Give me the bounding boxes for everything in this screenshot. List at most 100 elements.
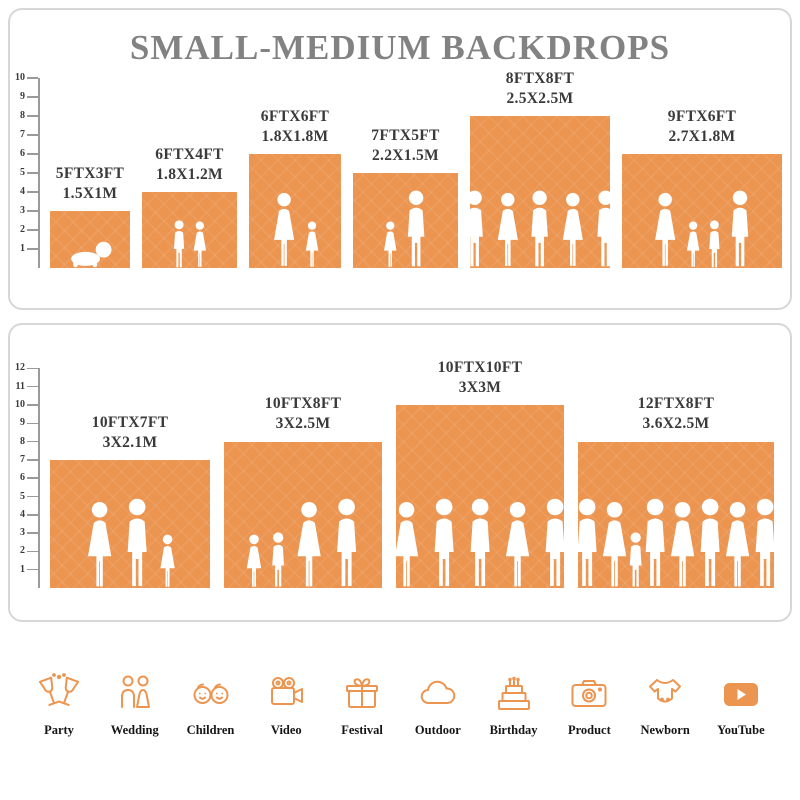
girl-silhouette	[302, 221, 322, 268]
tick-line	[27, 440, 38, 443]
people-silhouettes	[81, 498, 179, 588]
baby-silhouette	[67, 240, 113, 268]
ruler-number: 3	[20, 205, 25, 216]
ruler-tick: 8	[14, 110, 38, 122]
woman-silhouette	[499, 501, 536, 588]
size-m-label: 3.6X2.5M	[642, 415, 710, 433]
man-silhouette	[538, 498, 572, 588]
tick-line	[27, 134, 38, 136]
backdrop-bar	[50, 459, 210, 588]
girl-silhouette	[683, 221, 703, 268]
man-silhouette	[463, 498, 497, 588]
tick-line	[27, 96, 38, 98]
man-silhouette	[748, 498, 782, 588]
tick-line	[27, 172, 38, 174]
people-silhouettes	[570, 498, 782, 588]
tick-line	[27, 477, 38, 479]
ruler-number: 9	[20, 91, 25, 102]
tick-line	[27, 514, 38, 516]
bar-size-label: 9FTX6FT 2.7X1.8M	[668, 107, 736, 147]
bar-size-label: 10FTX7FT 3X2.1M	[92, 413, 168, 453]
ruler-number: 6	[20, 472, 25, 484]
category-label: Birthday	[489, 723, 538, 737]
backdrop-bar	[622, 154, 782, 268]
man-silhouette	[460, 190, 490, 268]
birthday-icon	[492, 672, 536, 716]
ruler-number: 3	[20, 527, 25, 539]
ruler-tick: 11	[14, 381, 38, 393]
category-label: Children	[186, 723, 235, 737]
size-m-label: 2.5X2.5M	[506, 89, 574, 107]
ruler-tick: 10	[14, 399, 38, 411]
size-m-label: 2.2X1.5M	[372, 146, 439, 164]
ruler-number: 1	[20, 563, 25, 575]
bar-size-label: 6FTX6FT 1.8X1.8M	[261, 107, 329, 147]
bar-size-label: 10FTX8FT 3X2.5M	[265, 394, 341, 434]
girl-silhouette	[190, 221, 210, 268]
backdrop-bar	[466, 116, 614, 268]
ruler-tick: 7	[14, 454, 38, 466]
girl-silhouette	[243, 534, 266, 588]
tick-line	[27, 191, 38, 193]
tick-line	[27, 459, 38, 461]
man-silhouette	[638, 498, 672, 588]
size-ft-label: 8FTX8FT	[505, 69, 575, 87]
tick-line	[27, 495, 38, 498]
category-icon-row: Party Wedding Children Video Festival Outdoor…	[0, 672, 800, 738]
man-silhouette	[693, 498, 727, 588]
woman-silhouette	[664, 501, 701, 588]
size-chart-top: 1 2 3 4 5 6 7 8 9 10 5FTX3FT 1.5X1M 6FTX4FT 1.8X1.2M…	[10, 69, 782, 268]
category-label: YouTube	[717, 723, 765, 737]
category-item-festival: Festival	[329, 672, 395, 738]
category-item-party: Party	[26, 672, 92, 738]
girl-silhouette	[156, 534, 179, 588]
tick-line	[27, 77, 38, 79]
wedding-icon	[113, 672, 157, 716]
size-m-label: 1.8X1.8M	[261, 127, 329, 145]
boy-silhouette	[705, 219, 723, 268]
tick-line	[27, 367, 38, 370]
ruler-tick: 9	[14, 91, 38, 103]
category-item-youtube: YouTube	[708, 672, 774, 738]
video-icon	[264, 672, 308, 716]
panel-small-medium-backdrops: SMALL-MEDIUM BACKDROPS 1 2 3 4 5 6 7 8 9 10 5FTX3…	[8, 8, 792, 310]
people-silhouettes	[649, 190, 754, 268]
boy-silhouette	[169, 219, 187, 268]
tick-line	[27, 404, 38, 406]
ruler-tick: 6	[14, 472, 38, 484]
size-m-label: 3X2.5M	[275, 415, 331, 433]
man-silhouette	[725, 190, 755, 268]
backdrop-bar	[577, 441, 775, 588]
man-silhouette	[120, 498, 154, 588]
people-silhouettes	[67, 240, 113, 268]
ruler-number: 2	[20, 224, 25, 235]
product-icon	[567, 672, 611, 716]
size-m-label: 1.5X1M	[62, 184, 118, 202]
category-item-video: Video	[253, 672, 319, 738]
backdrop-bar	[353, 173, 458, 268]
category-label: Product	[567, 723, 611, 737]
category-item-product: Product	[556, 672, 622, 738]
size-ft-label: 10FTX7FT	[91, 413, 169, 431]
backdrop-option-7ftx5ft: 7FTX5FT 2.2X1.5M	[353, 126, 458, 268]
bar-size-label: 5FTX3FT 1.5X1M	[56, 164, 124, 204]
bar-size-label: 12FTX8FT 3.6X2.5M	[638, 394, 714, 434]
ruler-number: 2	[20, 545, 25, 557]
category-label: Video	[270, 723, 302, 737]
ruler-tick: 9	[14, 417, 38, 429]
ruler-tick: 4	[14, 186, 38, 198]
ruler-number: 1	[20, 243, 25, 254]
man-silhouette	[329, 498, 363, 588]
ruler-number: 5	[20, 490, 25, 502]
category-label: Festival	[341, 723, 383, 737]
ruler-tick: 10	[14, 72, 38, 84]
ruler-number: 7	[20, 129, 25, 140]
backdrop-bar	[394, 405, 565, 588]
ruler-tick: 8	[14, 436, 38, 448]
man-silhouette	[570, 498, 604, 588]
tick-line	[27, 550, 38, 553]
people-silhouettes	[380, 190, 431, 268]
backdrop-size-infographic: SMALL-MEDIUM BACKDROPS 1 2 3 4 5 6 7 8 9 10 5FTX3…	[0, 8, 800, 800]
ruler-number: 9	[20, 417, 25, 429]
size-ft-label: 12FTX8FT	[637, 395, 715, 413]
